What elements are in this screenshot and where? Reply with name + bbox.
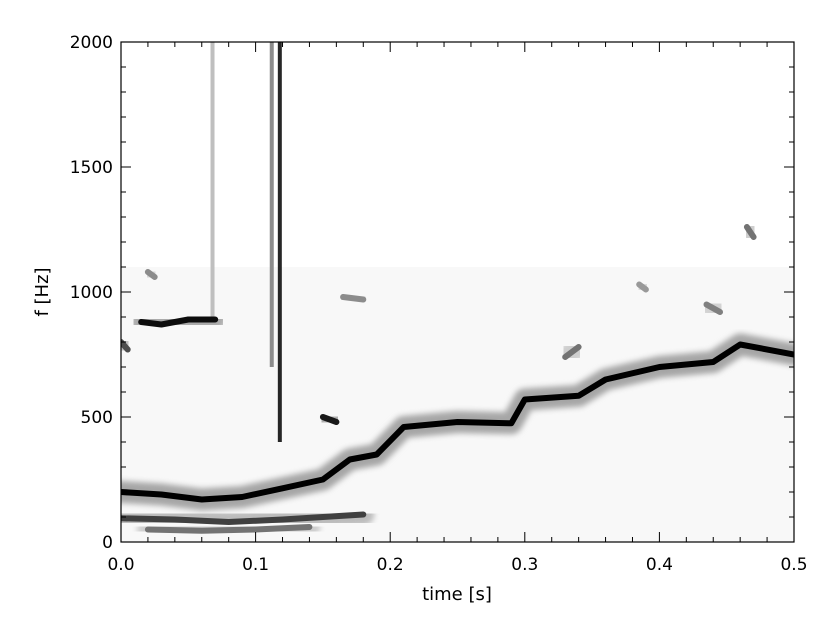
ridge-5	[319, 414, 340, 425]
x-axis-ticks: 0.0 0.1 0.2 0.3 0.4 0.5	[107, 42, 808, 575]
heatmap-layer	[121, 42, 794, 542]
x-tick-label: 0.0	[107, 555, 134, 575]
ridge-8	[743, 224, 757, 240]
x-tick-label: 0.3	[511, 555, 538, 575]
y-tick-label: 0	[102, 533, 113, 553]
x-tick-label: 0.1	[242, 555, 269, 575]
x-tick-label: 0.2	[377, 555, 404, 575]
ridge-11	[636, 281, 649, 293]
x-tick-label: 0.4	[646, 555, 673, 575]
y-axis-label: f [Hz]	[32, 267, 53, 316]
ridge-4	[144, 524, 313, 534]
ridge-10	[562, 344, 582, 360]
ridge-7	[144, 269, 158, 280]
y-tick-label: 1500	[70, 158, 113, 178]
ridge-6	[340, 294, 367, 303]
y-tick-label: 2000	[70, 33, 113, 53]
y-tick-label: 500	[81, 408, 113, 428]
y-axis-ticks: 0 500 1000 1500 2000	[70, 33, 794, 553]
x-axis-label: time [s]	[422, 584, 492, 605]
ridge-1	[138, 316, 219, 328]
x-tick-label: 0.5	[780, 555, 807, 575]
ridge-9	[703, 301, 723, 315]
y-tick-label: 1000	[70, 283, 113, 303]
ridge-0	[121, 341, 794, 503]
ridge-2	[121, 339, 131, 353]
